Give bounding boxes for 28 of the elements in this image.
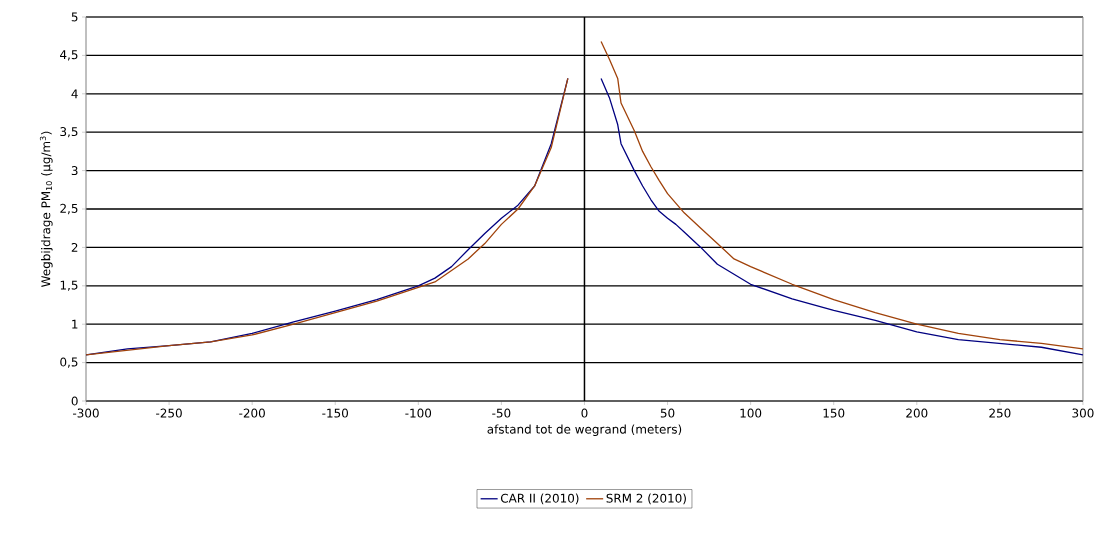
x-tick-label: 0: [581, 408, 588, 418]
y-tick-label: 3,5: [60, 127, 78, 138]
y-tick-label: 3: [71, 166, 78, 176]
x-tick-label: -250: [156, 408, 182, 418]
x-tick-label: 300: [1072, 408, 1094, 418]
y-tick-label: 4,5: [60, 50, 78, 61]
y-tick-label: 2,5: [60, 203, 78, 215]
legend-label: SRM 2 (2010): [606, 493, 686, 505]
x-tick-label: -150: [322, 408, 349, 418]
x-tick-label: 150: [823, 408, 845, 418]
y-tick-label: 4: [71, 89, 78, 99]
y-tick-label: 0,5: [60, 357, 78, 368]
legend-label: CAR II (2010): [500, 493, 579, 505]
y-tick-label: 0: [71, 396, 78, 406]
x-tick-label: 200: [906, 408, 928, 418]
x-tick-label: 250: [989, 408, 1011, 418]
x-tick-label: -100: [405, 408, 432, 418]
x-tick-label: -300: [73, 408, 99, 418]
y-tick-label: 1,5: [60, 280, 78, 291]
y-tick-label: 5: [71, 12, 78, 22]
y-axis-title: Wegbijdrage PM$_{10}$ (µg/m$^{3}$): [39, 131, 53, 287]
x-tick-label: 50: [660, 408, 675, 418]
x-tick-label: -200: [239, 408, 265, 418]
x-tick-label: 100: [740, 408, 762, 418]
y-tick-label: 2: [71, 242, 78, 252]
x-axis-title: afstand tot de wegrand (meters): [487, 424, 682, 436]
y-tick-label: 1: [72, 319, 78, 329]
x-tick-label: -50: [492, 408, 511, 418]
